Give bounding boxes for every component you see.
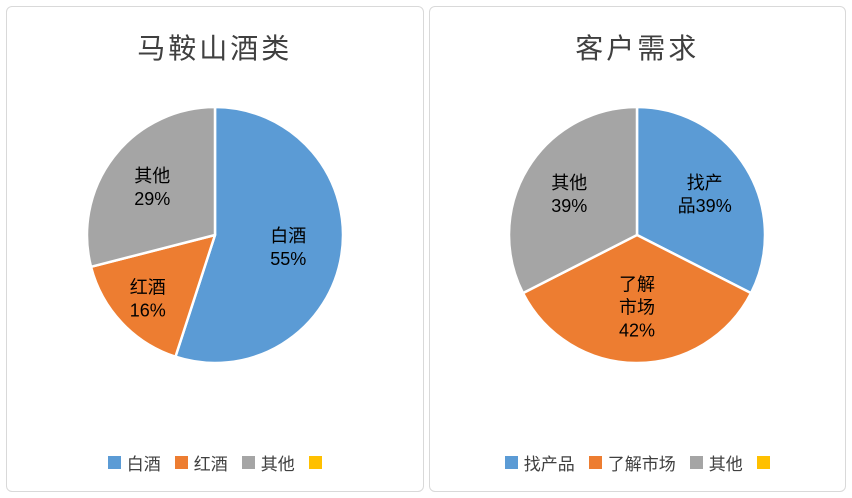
pie-slice-其他: [508, 105, 639, 295]
slice-label-白酒: 白酒 55%: [270, 226, 306, 269]
legend-item-extra: [308, 456, 322, 469]
pie-slice-白酒: [173, 105, 344, 365]
legend-item-了解市场: 了解市场: [588, 450, 676, 475]
legend-item-extra: [756, 456, 770, 469]
legend-swatch: [756, 456, 770, 469]
slice-label-其他: 其他 39%: [552, 173, 588, 216]
chart-panel-wine-types: 马鞍山酒类 白酒 55% 红酒 16% 其他 29% 白酒 红酒 其他: [6, 6, 424, 492]
legend-swatch: [308, 456, 322, 469]
chart-title-customer-needs: 客户需求: [575, 33, 700, 64]
pie-chart-wine-types: 白酒 55% 红酒 16% 其他 29%: [85, 105, 344, 365]
legend-label: 其他: [708, 455, 743, 474]
slice-label-其他: 其他 29%: [134, 166, 170, 209]
legend-swatch: [689, 456, 703, 469]
legend-item-其他: 其他: [689, 450, 743, 475]
legend-item-红酒: 红酒: [174, 450, 228, 475]
chart-title-wine-types: 马鞍山酒类: [137, 33, 293, 64]
legend-label: 其他: [260, 455, 295, 474]
legend-label: 红酒: [193, 455, 228, 474]
pie-chart-customer-needs: 找产品39% 了解市场 42% 其他 39%: [508, 105, 767, 365]
slice-label-红酒: 红酒 16%: [130, 278, 166, 321]
legend-customer-needs: 找产品 了解市场 其他: [430, 450, 846, 475]
slice-label-了解市场: 了解市场 42%: [619, 275, 655, 341]
legend-label: 了解市场: [607, 455, 676, 474]
slice-label-找产品: 找产品39%: [678, 173, 732, 216]
legend-swatch: [504, 456, 518, 469]
legend-item-找产品: 找产品: [504, 450, 575, 475]
legend-swatch: [107, 456, 121, 469]
pie-slice-找产品: [636, 105, 767, 295]
legend-wine-types: 白酒 红酒 其他: [7, 450, 423, 475]
pie-slice-红酒: [89, 233, 216, 358]
legend-swatch: [588, 456, 602, 469]
legend-label: 找产品: [523, 455, 575, 474]
legend-swatch: [241, 456, 255, 469]
pie-slice-了解市场: [521, 233, 753, 365]
legend-swatch: [174, 456, 188, 469]
legend-item-白酒: 白酒: [107, 450, 161, 475]
legend-item-其他: 其他: [241, 450, 295, 475]
pie-slice-其他: [85, 105, 216, 269]
legend-label: 白酒: [126, 455, 161, 474]
chart-panel-customer-needs: 客户需求 找产品39% 了解市场 42% 其他 39% 找产品 了解市场 其他: [428, 6, 846, 492]
